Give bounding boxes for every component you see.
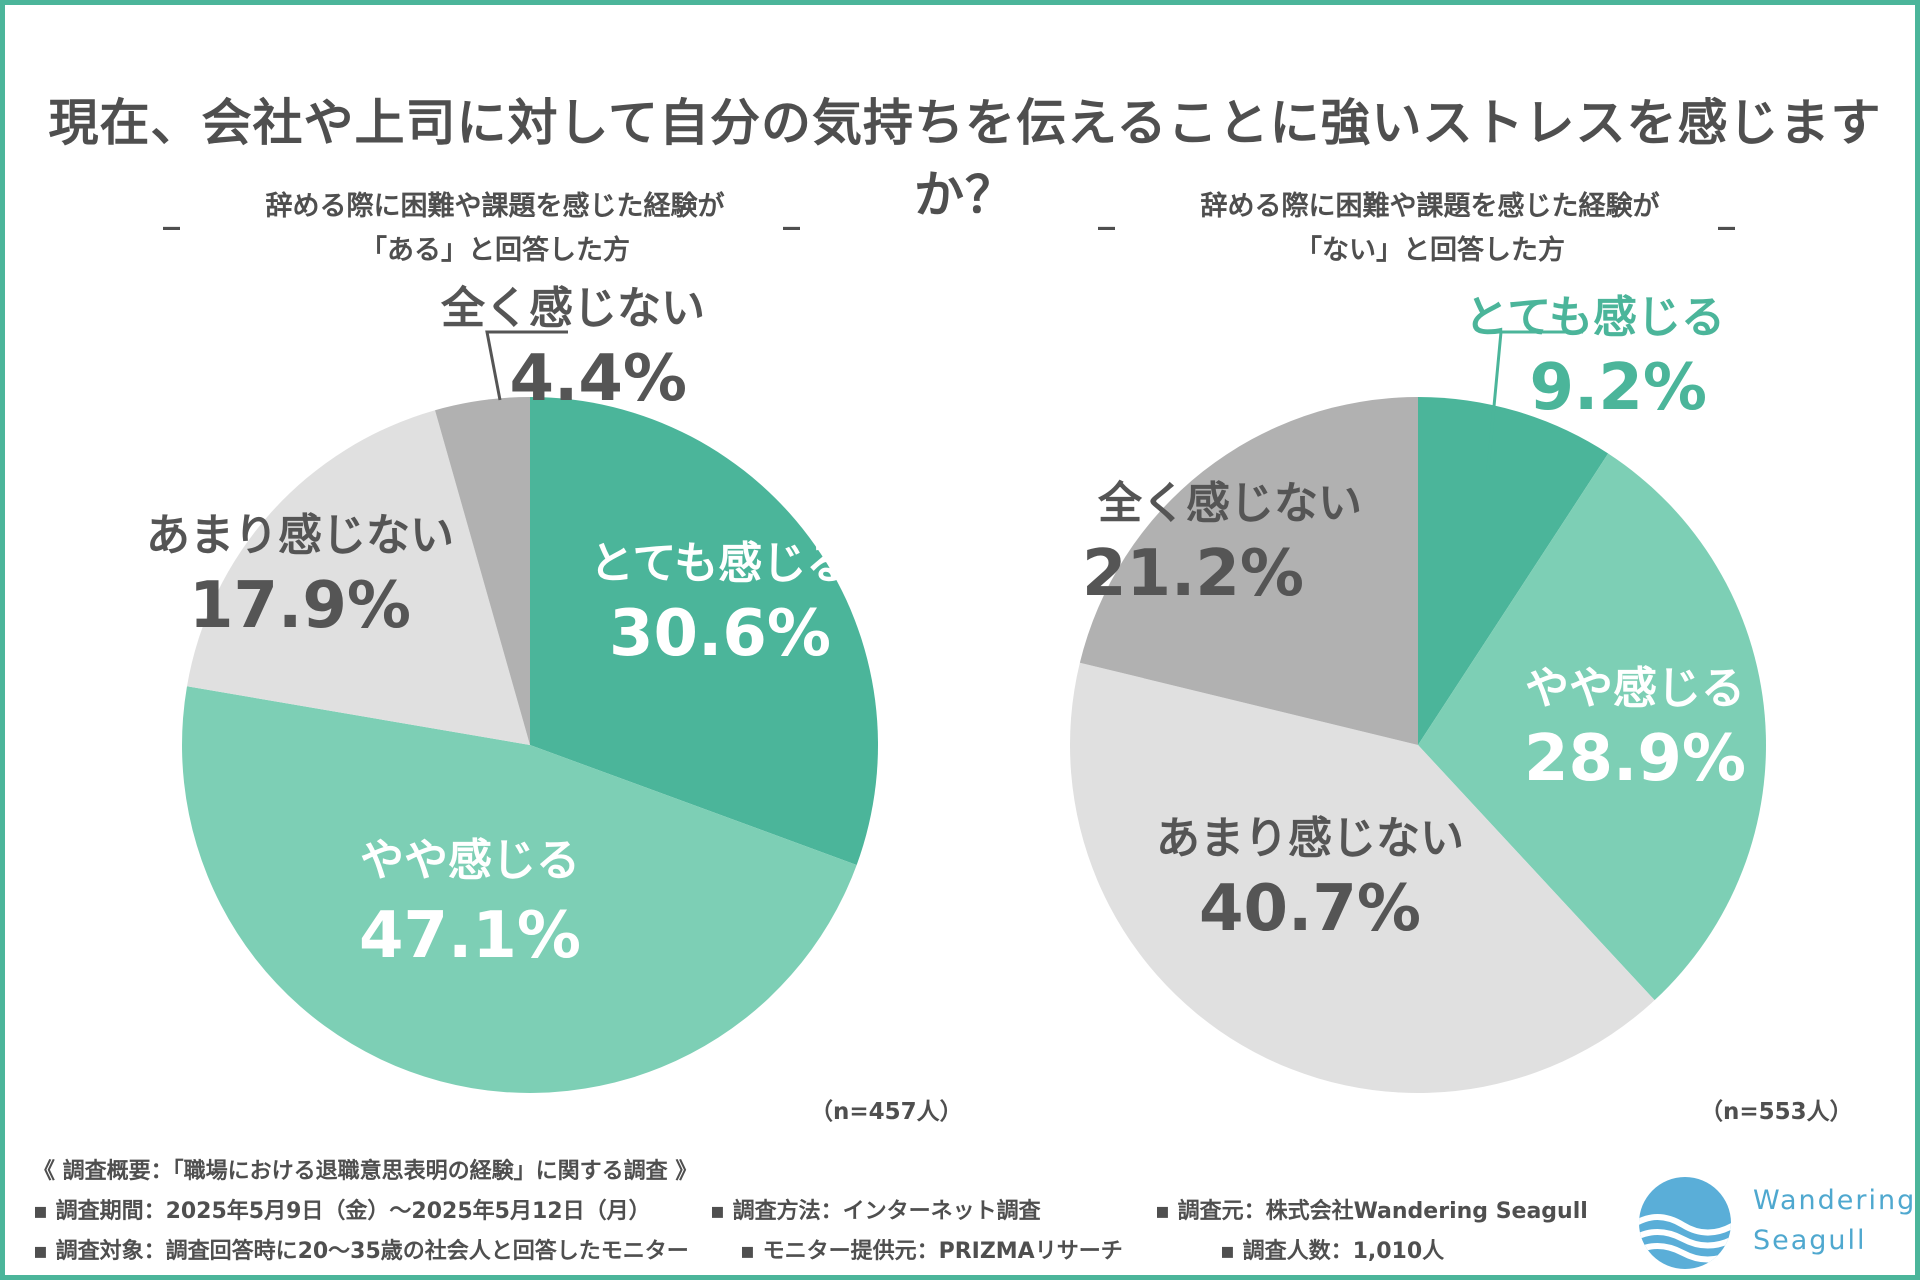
left-value-not-much: 17.9% [189, 569, 411, 643]
logo-text-line1: Wandering [1753, 1185, 1917, 1216]
right-chart-subtitle-line2: 「ない」と回答した方 [1295, 235, 1565, 266]
survey-period: ▪ 調査期間：2025年5月9日（金）～2025年5月12日（月） [33, 1199, 651, 1224]
right-chart-sample-size: （n=553人） [1700, 1099, 1853, 1125]
right-chart-subtitle-line1: 辞める際に困難や課題を感じた経験が [1200, 191, 1660, 222]
right-callout-line-very [1486, 330, 1583, 471]
left-chart-subtitle-line1: 辞める際に困難や課題を感じた経験が [265, 191, 725, 222]
left-label-somewhat: やや感じる [360, 835, 580, 886]
page-title: 現在、会社や上司に対して自分の気持ちを伝えることに強いストレスを感じますか？ [48, 94, 1882, 224]
right-label-somewhat: やや感じる [1525, 663, 1745, 714]
left-chart-subtitle: 辞める際に困難や課題を感じた経験が 「ある」と回答した方 [145, 185, 845, 273]
right-chart-subtitle: 辞める際に困難や課題を感じた経験が 「ない」と回答した方 [1080, 185, 1780, 273]
survey-provider: ▪ モニター提供元：PRIZMAリサーチ [740, 1239, 1123, 1264]
right-label-not-much: あまり感じない [1156, 813, 1464, 864]
left-label-not-at-all: 全く感じない [440, 283, 705, 334]
left-pie-slice-not-at-all [435, 397, 530, 745]
right-value-very: 9.2% [1530, 351, 1708, 425]
left-pie-slice-not-much [187, 410, 530, 745]
left-label-very: とても感じる [590, 538, 850, 589]
left-callout-line-not-at-all [485, 330, 568, 401]
left-value-very: 30.6% [609, 597, 831, 671]
right-label-very: とても感じる [1465, 292, 1725, 343]
right-label-not-at-all: 全く感じない [1097, 478, 1362, 529]
pie-charts: とても感じる 30.6% やや感じる 47.1% あまり感じない 17.9% 全く感じない 4… [146, 283, 1766, 1093]
seagull-wave-icon [1639, 1177, 1731, 1269]
logo-text-line2: Seagull [1753, 1225, 1867, 1256]
survey-source: ▪ 調査元：株式会社Wandering Seagull [1155, 1199, 1588, 1224]
survey-heading: 《 調査概要：「職場における退職意思表明の経験」に関する調査 》 [33, 1159, 698, 1184]
left-subtitle-dash-left: _ [163, 191, 180, 231]
right-value-not-at-all: 21.2% [1082, 537, 1304, 611]
right-pie-slice-very [1418, 397, 1609, 745]
right-value-somewhat: 28.9% [1524, 722, 1746, 796]
right-pie-slice-not-much [1069, 662, 1655, 1093]
right-subtitle-dash-right: _ [1718, 191, 1735, 231]
left-subtitle-dash-right: _ [783, 191, 800, 231]
survey-method: ▪ 調査方法：インターネット調査 [710, 1199, 1041, 1224]
left-label-not-much: あまり感じない [146, 510, 454, 561]
left-pie-slice-very [530, 397, 879, 865]
right-value-not-much: 40.7% [1199, 872, 1421, 946]
right-pie-slice-somewhat [1418, 453, 1766, 1001]
left-pie-slice-somewhat [182, 686, 857, 1093]
survey-target: ▪ 調査対象：調査回答時に20～35歳の社会人と回答したモニター [33, 1239, 689, 1264]
right-pie-slice-not-at-all [1079, 397, 1418, 745]
left-chart-sample-size: （n=457人） [810, 1099, 963, 1125]
survey-count: ▪ 調査人数：1,010人 [1220, 1239, 1445, 1264]
left-value-somewhat: 47.1% [359, 899, 581, 973]
left-chart-subtitle-line2: 「ある」と回答した方 [360, 235, 630, 266]
company-logo: Wandering Seagull [1625, 1173, 1914, 1273]
left-value-not-at-all: 4.4% [510, 342, 688, 416]
right-subtitle-dash-left: _ [1098, 191, 1115, 231]
